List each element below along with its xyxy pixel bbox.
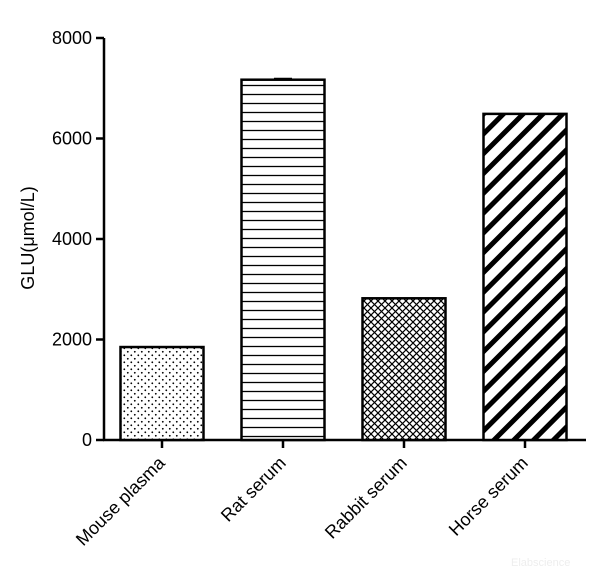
bar-horse-serum [482, 112, 568, 442]
y-tick-label: 8000 [52, 28, 92, 48]
plot-area: 0 2000 4000 6000 8000 Mouse plasma Rat serum R… [52, 28, 586, 550]
bar-rabbit-serum [361, 297, 447, 442]
y-tick-label: 2000 [52, 330, 92, 350]
bar-mouse-plasma [119, 345, 205, 442]
y-tick-label: 0 [82, 430, 92, 450]
bar-rat-serum [240, 78, 326, 442]
x-tick-label: Rat serum [217, 453, 290, 526]
x-tick-label: Mouse plasma [72, 452, 170, 550]
x-tick-label: Horse serum [445, 453, 532, 540]
y-ticks: 0 2000 4000 6000 8000 [52, 28, 104, 450]
watermark: Elabscience [511, 557, 570, 569]
x-tick-label: Rabbit serum [321, 453, 411, 543]
y-tick-label: 4000 [52, 229, 92, 249]
y-axis-title: GLU(μmol/L) [18, 186, 38, 289]
x-ticks: Mouse plasma Rat serum Rabbit serum Horse s… [72, 440, 532, 550]
y-tick-label: 6000 [52, 129, 92, 149]
bars [119, 77, 568, 442]
